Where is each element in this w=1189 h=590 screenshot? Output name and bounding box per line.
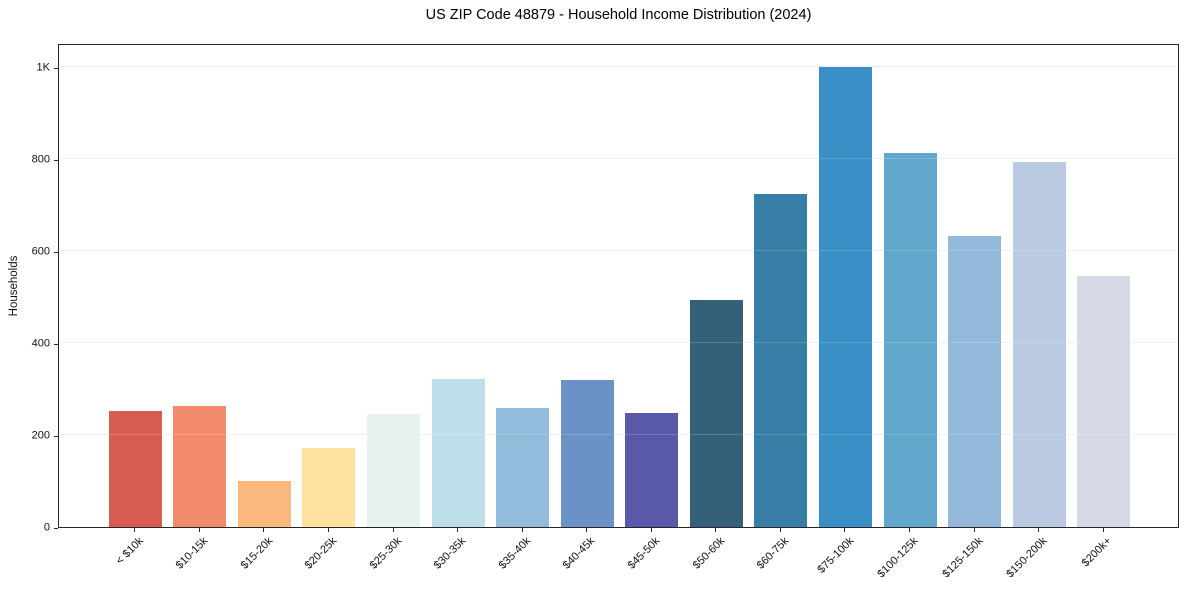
y-tick <box>54 528 58 529</box>
x-tick <box>327 528 329 532</box>
gridline <box>59 250 1178 252</box>
y-tick <box>54 160 58 162</box>
y-tick <box>54 344 58 346</box>
x-tick-label-text: < $10k <box>113 535 146 568</box>
x-tick <box>909 528 911 532</box>
y-tick-label: 800 <box>31 153 50 166</box>
bar-$25-30k <box>367 414 421 527</box>
x-tick <box>1038 528 1040 532</box>
x-tick <box>263 528 265 532</box>
gridline-overlay <box>59 342 1178 344</box>
y-tick <box>54 436 58 438</box>
x-tick-label-text: $15-20k <box>238 535 275 572</box>
y-tick <box>54 68 58 70</box>
bar-$50-60k <box>689 300 743 527</box>
y-tick <box>54 252 58 254</box>
x-tick <box>134 528 136 532</box>
x-tick <box>1102 528 1104 532</box>
x-tick-label-text: $100-125k <box>875 535 921 581</box>
x-tick-label-text: $45-50k <box>625 535 663 572</box>
bar-$35-40k <box>496 408 550 527</box>
x-tick <box>198 528 200 532</box>
bar-$75-100k <box>818 67 872 527</box>
gridline <box>59 342 1178 344</box>
bar-$150-200k <box>1012 161 1066 527</box>
bar-$15-20k <box>237 481 291 527</box>
x-tick-label-text: $25-30k <box>367 535 405 572</box>
x-tick-label-text: $50-60k <box>690 535 727 572</box>
x-tick-label-text: $125-150k <box>939 535 986 581</box>
bar-$20-25k <box>302 447 356 527</box>
x-tick <box>650 528 652 532</box>
gridline <box>59 66 1178 68</box>
gridline-overlay <box>59 66 1178 68</box>
bar-$45-50k <box>625 412 679 527</box>
bar-$30-35k <box>431 378 485 527</box>
bar-< $10k <box>108 411 162 527</box>
x-tick <box>586 528 588 532</box>
x-tick <box>973 528 975 532</box>
gridline <box>59 434 1178 436</box>
gridline-overlay <box>59 250 1178 252</box>
x-tick <box>844 528 846 532</box>
bar-$200k+ <box>1077 275 1131 527</box>
x-tick <box>392 528 394 532</box>
x-tick <box>457 528 459 532</box>
y-tick-label: 1K <box>36 61 50 74</box>
x-tick <box>779 528 781 532</box>
x-tick-label-text: $20-25k <box>302 535 340 572</box>
gridline-overlay <box>59 158 1178 160</box>
bar-$60-75k <box>754 194 808 527</box>
bar-$100-125k <box>883 153 937 527</box>
gridline-overlay <box>59 434 1178 436</box>
x-tick <box>715 528 717 532</box>
x-tick-label-text: $200k+ <box>1079 535 1115 570</box>
bar-$40-45k <box>560 380 614 527</box>
bar-$10-15k <box>173 406 227 527</box>
plot-area <box>58 44 1179 528</box>
x-tick-label-text: $150-200k <box>1004 535 1050 581</box>
x-tick-label-text: $30-35k <box>431 535 469 572</box>
x-tick-label-text: $75-100k <box>815 535 856 576</box>
bar-$125-150k <box>948 235 1002 527</box>
x-tick <box>521 528 523 532</box>
x-tick-label-text: $10-15k <box>173 535 211 572</box>
y-tick-label: 400 <box>31 337 50 350</box>
x-tick-label-text: $35-40k <box>496 535 534 572</box>
y-tick-label: 0 <box>43 521 50 534</box>
chart-title: US ZIP Code 48879 - Household Income Dis… <box>425 7 812 23</box>
x-tick-label-text: $40-45k <box>561 535 598 572</box>
gridline <box>59 158 1178 160</box>
x-tick-label-text: $60-75k <box>754 535 792 572</box>
y-tick-label: 200 <box>31 429 50 442</box>
y-axis-title: Households <box>8 255 20 317</box>
y-tick-label: 600 <box>31 245 50 258</box>
